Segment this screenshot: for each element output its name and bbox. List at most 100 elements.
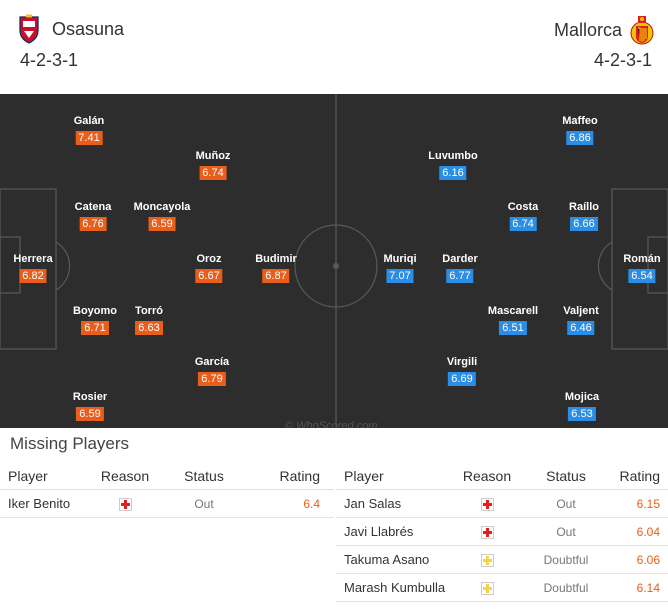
reason-cell — [448, 496, 526, 512]
player-rating: 6.71 — [81, 321, 109, 335]
missing-player-name[interactable]: Takuma Asano — [344, 552, 430, 567]
table-row[interactable]: Iker Benito Out 6.4 — [0, 490, 334, 518]
header-status[interactable]: Status — [184, 467, 224, 484]
player-name: Valjent — [563, 305, 599, 317]
player-name: Muriqi — [383, 253, 417, 265]
player-rating: 6.86 — [566, 131, 594, 145]
player-rating: 7.41 — [75, 131, 103, 145]
home-player-rosier[interactable]: Rosier 6.59 — [73, 390, 107, 422]
player-rating: 6.76 — [79, 217, 107, 231]
missing-player-name[interactable]: Jan Salas — [344, 496, 402, 511]
reason-cell — [448, 580, 526, 596]
missing-rating: 6.06 — [636, 552, 660, 567]
missing-rating: 6.4 — [303, 496, 320, 511]
away-player-maffeo[interactable]: Maffeo 6.86 — [562, 114, 598, 146]
player-rating: 6.74 — [199, 166, 227, 180]
player-name: Virgili — [446, 356, 478, 368]
player-name: Mojica — [564, 391, 600, 403]
player-name: Luvumbo — [428, 150, 478, 162]
player-name: Darder — [442, 253, 478, 265]
away-player-virgili[interactable]: Virgili 6.69 — [447, 355, 477, 387]
away-formation: 4-2-3-1 — [593, 50, 652, 70]
injury-icon[interactable] — [480, 526, 494, 540]
away-team[interactable]: Mallorca — [554, 14, 654, 46]
player-rating: 6.53 — [568, 407, 596, 421]
away-player-valjent[interactable]: Valjent 6.46 — [563, 304, 599, 336]
doubtful-icon[interactable] — [480, 554, 494, 568]
table-row[interactable]: Jan Salas Out 6.15 — [336, 490, 668, 518]
header-reason[interactable]: Reason — [462, 467, 512, 484]
home-player-catena[interactable]: Catena 6.76 — [75, 200, 111, 232]
home-team[interactable]: Osasuna — [18, 14, 124, 44]
injury-icon[interactable] — [118, 498, 132, 512]
injury-icon[interactable] — [480, 498, 494, 512]
player-rating: 6.66 — [570, 217, 598, 231]
home-player-munoz[interactable]: Muñoz 6.74 — [195, 149, 231, 181]
home-player-oroz[interactable]: Oroz 6.67 — [195, 252, 223, 284]
away-player-mojica[interactable]: Mojica 6.53 — [565, 390, 599, 422]
player-rating: 6.67 — [195, 269, 223, 283]
reason-cell — [448, 524, 526, 540]
away-player-luvumbo[interactable]: Luvumbo 6.16 — [428, 149, 478, 181]
home-player-galan[interactable]: Galán 7.41 — [73, 114, 105, 146]
osasuna-crest-icon — [19, 14, 39, 44]
table-row[interactable]: Takuma Asano Doubtful 6.06 — [336, 546, 668, 574]
missing-players-title: Missing Players — [10, 434, 130, 453]
player-name: Herrera — [13, 253, 53, 265]
table-row[interactable]: Marash Kumbulla Doubtful 6.14 — [336, 574, 668, 602]
player-rating: 6.59 — [76, 407, 104, 421]
missing-status: Doubtful — [543, 580, 589, 595]
player-rating: 6.77 — [446, 269, 474, 283]
mallorca-crest-icon — [630, 16, 654, 45]
home-missing-table: Player Reason Status Rating Iker Benito … — [0, 462, 334, 518]
home-player-budimir[interactable]: Budimir 6.87 — [255, 252, 297, 284]
header-player[interactable]: Player — [8, 467, 48, 484]
missing-player-name[interactable]: Marash Kumbulla — [344, 580, 446, 595]
player-rating: 6.87 — [262, 269, 290, 283]
doubtful-icon[interactable] — [480, 582, 494, 596]
away-player-roman[interactable]: Román 6.54 — [623, 252, 661, 284]
away-player-muriqi[interactable]: Muriqi 7.07 — [384, 252, 417, 284]
reason-cell — [448, 552, 526, 568]
table-row[interactable]: Javi Llabrés Out 6.04 — [336, 518, 668, 546]
player-name: Muñoz — [195, 150, 231, 162]
header-reason[interactable]: Reason — [100, 467, 150, 484]
player-name: Maffeo — [562, 115, 598, 127]
home-formation: 4-2-3-1 — [20, 50, 79, 70]
away-player-darder[interactable]: Darder 6.77 — [442, 252, 478, 284]
player-name: Costa — [507, 201, 539, 213]
header-rating[interactable]: Rating — [279, 467, 320, 484]
home-player-boyomo[interactable]: Boyomo 6.71 — [73, 304, 117, 336]
player-rating: 6.63 — [135, 321, 163, 335]
missing-rating: 6.15 — [636, 496, 660, 511]
player-rating: 6.59 — [148, 217, 176, 231]
missing-status: Out — [556, 524, 576, 539]
away-player-mascarell[interactable]: Mascarell 6.51 — [488, 304, 538, 336]
home-player-garcia[interactable]: García 6.79 — [195, 355, 229, 387]
player-name: Rosier — [72, 391, 108, 403]
player-rating: 6.51 — [499, 321, 527, 335]
header-player[interactable]: Player — [344, 467, 384, 484]
player-rating: 6.16 — [439, 166, 467, 180]
watermark: © WhoScored.com — [285, 420, 378, 428]
missing-status: Out — [194, 496, 214, 511]
match-header: Osasuna 4-2-3-1 Mallorca 4-2-3-1 — [0, 0, 668, 94]
missing-player-name[interactable]: Iker Benito — [8, 496, 71, 511]
home-player-moncayola[interactable]: Moncayola 6.59 — [134, 200, 190, 232]
player-rating: 6.54 — [628, 269, 656, 283]
missing-rating: 6.04 — [636, 524, 660, 539]
player-name: Oroz — [196, 253, 222, 265]
player-name: Galán — [73, 115, 105, 127]
away-team-name: Mallorca — [553, 19, 622, 40]
home-player-torro[interactable]: Torró 6.63 — [135, 304, 163, 336]
player-name: Mascarell — [487, 305, 539, 317]
away-missing-table: Player Reason Status Rating Jan Salas Ou… — [336, 462, 668, 602]
player-name: Boyomo — [73, 305, 117, 317]
header-rating[interactable]: Rating — [619, 467, 660, 484]
header-status[interactable]: Status — [546, 467, 586, 484]
home-player-herrera[interactable]: Herrera 6.82 — [13, 252, 53, 284]
away-player-raillo[interactable]: Raíllo 6.66 — [569, 200, 599, 232]
away-player-costa[interactable]: Costa 6.74 — [507, 200, 539, 232]
missing-player-name[interactable]: Javi Llabrés — [344, 524, 414, 539]
player-rating: 6.69 — [448, 372, 476, 386]
